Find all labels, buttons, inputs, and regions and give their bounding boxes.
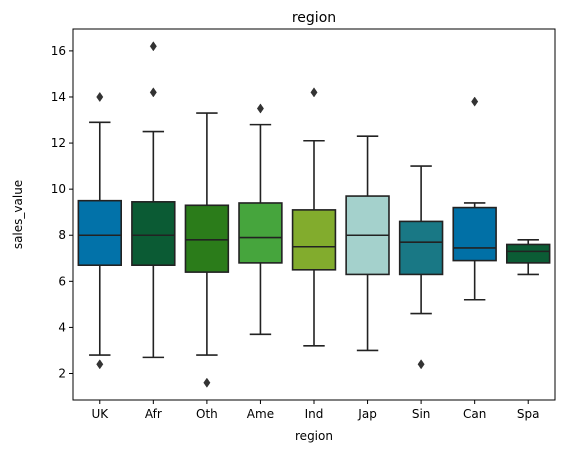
plot-area (77, 41, 551, 388)
x-tick-label: Oth (196, 407, 218, 421)
x-tick-label: Afr (145, 407, 162, 421)
y-tick-label: 14 (51, 90, 66, 104)
y-axis-label: sales_value (11, 180, 25, 249)
y-tick-label: 12 (51, 136, 66, 150)
y-tick-label: 8 (58, 228, 66, 242)
box-iqr (291, 209, 337, 271)
box-iqr (184, 204, 230, 273)
box-iqr (452, 206, 497, 262)
box-group-sin (398, 165, 444, 370)
box-group-ind (291, 87, 337, 347)
outlier-point (96, 91, 104, 103)
box-group-uk (77, 91, 122, 370)
box-group-ame (238, 103, 283, 336)
y-tick-label: 10 (51, 182, 66, 196)
outlier-point (203, 377, 211, 388)
x-tick-label: Sin (412, 407, 431, 421)
x-tick-label: Spa (517, 407, 540, 421)
outlier-point (256, 103, 264, 114)
axes-frame (72, 28, 556, 401)
box-group-spa (505, 239, 551, 276)
x-tick-label: Ame (247, 407, 274, 421)
box-iqr (238, 202, 283, 264)
outlier-point (96, 359, 104, 370)
x-tick-label: Can (463, 407, 486, 421)
box-iqr (77, 199, 122, 266)
x-tick-label: Jap (357, 407, 377, 421)
box-group-can (452, 96, 497, 301)
box-group-afr (131, 41, 176, 359)
y-tick-label: 6 (58, 274, 66, 288)
box-iqr (131, 201, 176, 266)
x-axis-ticks: UK Afr Oth Ame Ind Jap Sin Can Spa (91, 400, 540, 421)
outlier-point (417, 359, 425, 370)
y-tick-label: 16 (51, 44, 66, 58)
outlier-point (310, 87, 318, 98)
outlier-point (149, 41, 157, 52)
outlier-point (471, 96, 479, 107)
box-group-oth (184, 112, 230, 388)
x-tick-label: UK (91, 407, 109, 421)
y-axis-ticks: 2 4 6 8 10 12 14 16 (51, 44, 73, 381)
box-group-jap (345, 135, 390, 352)
y-tick-label: 4 (58, 320, 66, 334)
chart-title: region (292, 10, 336, 26)
y-tick-label: 2 (58, 367, 66, 381)
x-tick-label: Ind (305, 407, 324, 421)
box-iqr (398, 220, 444, 276)
x-axis-label: region (295, 429, 333, 443)
outlier-point (149, 87, 157, 98)
box-iqr (505, 243, 551, 264)
